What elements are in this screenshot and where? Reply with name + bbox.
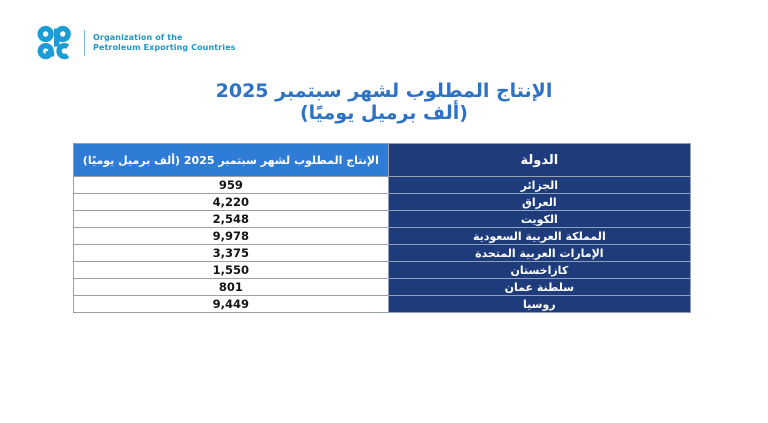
brand-org-line2: Petroleum Exporting Countries: [93, 43, 236, 52]
country-cell: الإمارات العربية المتحدة: [387, 244, 692, 262]
country-cell: العراق: [387, 193, 692, 211]
table-row: العراق 4,220: [73, 193, 692, 211]
table-row: روسيا 9,449: [73, 295, 692, 313]
value-cell: 9,978: [73, 227, 389, 245]
country-cell: الجزائر: [387, 176, 692, 194]
value-cell: 4,220: [73, 193, 389, 211]
country-cell: روسيا: [387, 295, 692, 313]
value-cell: 801: [73, 278, 389, 296]
value-cell: 959: [73, 176, 389, 194]
country-cell: كازاخستان: [387, 261, 692, 279]
country-cell: سلطنة عمان: [387, 278, 692, 296]
production-table: الدولة الإنتاج المطلوب لشهر سبتمبر 2025 …: [73, 143, 692, 313]
value-cell: 9,449: [73, 295, 389, 313]
brand-block: Organization of the Petroleum Exporting …: [36, 25, 235, 61]
table-header-row: الدولة الإنتاج المطلوب لشهر سبتمبر 2025 …: [73, 143, 692, 177]
production-column-header: الإنتاج المطلوب لشهر سبتمبر 2025 (ألف بر…: [73, 143, 389, 177]
table-row: كازاخستان 1,550: [73, 261, 692, 279]
value-cell: 3,375: [73, 244, 389, 262]
country-cell: المملكة العربية السعودية: [387, 227, 692, 245]
table-row: الإمارات العربية المتحدة 3,375: [73, 244, 692, 262]
country-column-header: الدولة: [387, 143, 692, 177]
brand-divider: [84, 30, 85, 56]
table-row: الجزائر 959: [73, 176, 692, 194]
page-title-line1: الإنتاج المطلوب لشهر سبتمبر 2025: [215, 80, 553, 102]
brand-org-name: Organization of the Petroleum Exporting …: [93, 33, 235, 53]
page-title-line2: (ألف برميل يوميًا): [299, 102, 468, 124]
value-cell: 1,550: [73, 261, 389, 279]
brand-org-line1: Organization of the: [93, 33, 183, 42]
country-cell: الكويت: [387, 210, 692, 228]
table-row: المملكة العربية السعودية 9,978: [73, 227, 692, 245]
table-row: سلطنة عمان 801: [73, 278, 692, 296]
table-row: الكويت 2,548: [73, 210, 692, 228]
opec-logo-icon: [37, 25, 71, 60]
value-cell: 2,548: [73, 210, 389, 228]
page-title: الإنتاج المطلوب لشهر سبتمبر 2025 (ألف بر…: [0, 80, 768, 124]
